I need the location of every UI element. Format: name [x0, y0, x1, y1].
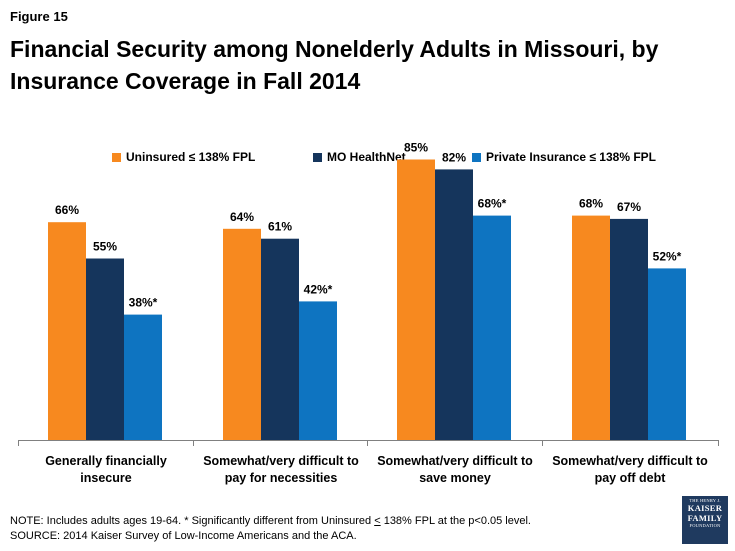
- kff-logo: THE HENRY J. KAISER FAMILY FOUNDATION: [682, 496, 728, 544]
- bar-1-0: [86, 258, 124, 440]
- bar-0-1: [223, 228, 261, 440]
- bar-0-2: [397, 159, 435, 440]
- category-label-save-money: Somewhat/very difficult to save money: [367, 453, 543, 487]
- legend-swatch-uninsured: [112, 152, 121, 162]
- bar-value-label: 68%: [579, 197, 603, 211]
- note-source: SOURCE: 2014 Kaiser Survey of Low-Income…: [10, 530, 357, 542]
- legend-label-private: Private Insurance ≤ 138% FPL: [486, 150, 656, 164]
- legend-swatch-private: [472, 152, 481, 162]
- bar-2-1: [299, 301, 337, 440]
- category-label-line: Somewhat/very difficult to: [377, 454, 533, 468]
- bar-2-3: [648, 268, 686, 440]
- category-label-line: pay off debt: [594, 471, 666, 485]
- bar-value-label: 42%*: [304, 282, 333, 296]
- legend-swatch-mo-healthnet: [313, 152, 322, 162]
- category-label-pay-debt: Somewhat/very difficult to pay off debt: [542, 453, 718, 487]
- legend-label-uninsured: Uninsured ≤ 138% FPL: [126, 150, 256, 164]
- note-line-1-suffix: 138% FPL at the p<0.05 level.: [380, 515, 531, 527]
- category-label-line: pay for necessities: [224, 471, 338, 485]
- bar-1-3: [610, 218, 648, 440]
- legend-label-mo-healthnet: MO HealthNet: [327, 150, 406, 164]
- note-line-1-prefix: NOTE: Includes adults ages 19-64. * Sign…: [10, 515, 375, 527]
- legend-item-private: Private Insurance ≤ 138% FPL: [472, 150, 656, 164]
- category-label-line: Somewhat/very difficult to: [552, 454, 708, 468]
- bar-value-label: 67%: [617, 200, 641, 214]
- logo-line-3: FAMILY: [687, 512, 723, 523]
- bar-value-label: 55%: [93, 240, 117, 254]
- chart-title: Financial Security among Nonelderly Adul…: [10, 36, 659, 94]
- bar-0-3: [572, 215, 610, 440]
- chart-note: NOTE: Includes adults ages 19-64. * Sign…: [10, 514, 531, 544]
- bar-value-label: 38%*: [129, 296, 158, 310]
- category-label-line: Somewhat/very difficult to: [203, 454, 359, 468]
- chart-legend: Uninsured ≤ 138% FPL MO HealthNet Privat…: [0, 150, 735, 166]
- note-line-1: NOTE: Includes adults ages 19-64. * Sign…: [10, 514, 531, 529]
- bar-value-label: 68%*: [478, 197, 507, 211]
- bar-value-label: 61%: [268, 220, 292, 234]
- category-label-financially-insecure: Generally financially insecure: [18, 453, 194, 487]
- bar-1-2: [435, 169, 473, 440]
- bar-2-0: [124, 314, 162, 440]
- logo-line-1: THE HENRY J.: [689, 498, 721, 503]
- logo-line-2: KAISER: [687, 503, 723, 513]
- bar-value-label: 82%: [442, 150, 466, 164]
- bar-1-1: [261, 238, 299, 440]
- bar-value-label: 85%: [404, 141, 428, 155]
- note-line-1-symbol: <: [374, 515, 381, 527]
- logo-line-4: FOUNDATION: [689, 523, 721, 528]
- category-label-line: Generally financially insecure: [45, 454, 167, 485]
- bar-value-label: 64%: [230, 210, 254, 224]
- figure-label: Figure 15: [10, 9, 68, 24]
- category-label-pay-necessities: Somewhat/very difficult to pay for neces…: [193, 453, 369, 487]
- bar-2-2: [473, 215, 511, 440]
- bar-value-label: 66%: [55, 203, 79, 217]
- legend-item-uninsured: Uninsured ≤ 138% FPL: [112, 150, 255, 164]
- legend-item-mo-healthnet: MO HealthNet: [313, 150, 406, 164]
- category-label-line: save money: [419, 471, 491, 485]
- bar-0-0: [48, 222, 86, 440]
- bar-value-label: 52%*: [653, 249, 682, 263]
